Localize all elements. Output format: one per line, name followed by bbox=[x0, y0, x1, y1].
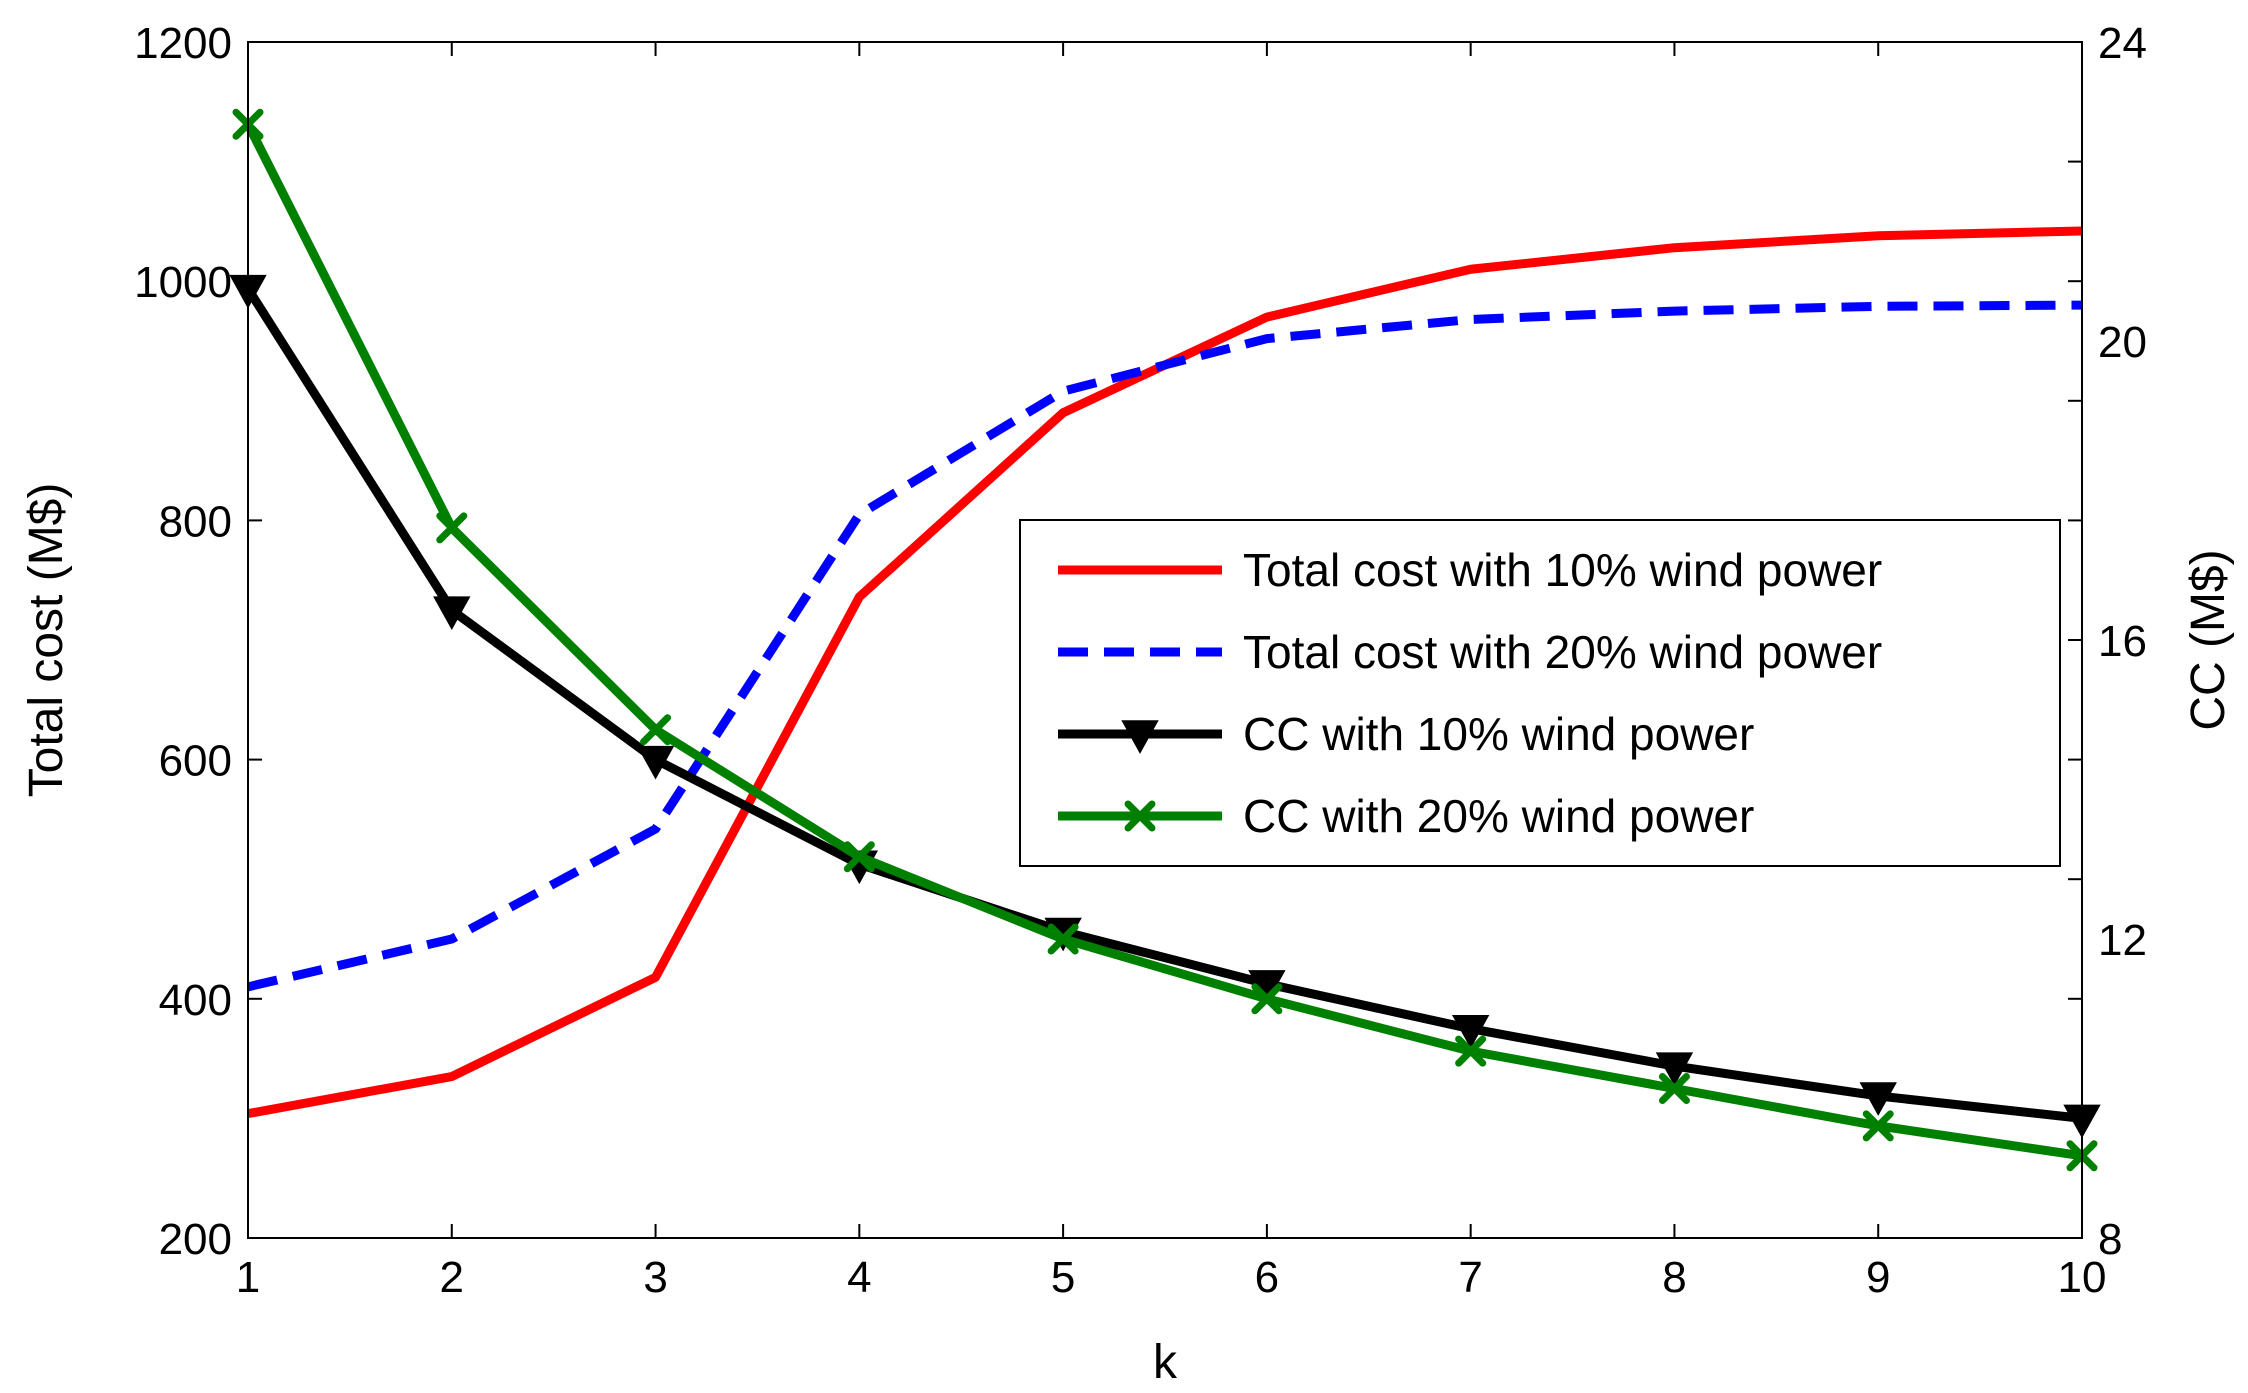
series-2-point bbox=[1655, 1052, 1694, 1086]
legend-label-cc-10: CC with 10% wind power bbox=[1243, 708, 1754, 760]
series-2-point bbox=[1859, 1082, 1897, 1116]
series-3-point bbox=[1047, 923, 1079, 955]
x-tick-label: 5 bbox=[1051, 1253, 1075, 1302]
series-line-1 bbox=[246, 300, 2083, 992]
legend-marker-3 bbox=[1124, 800, 1156, 832]
x-tick-label: 1 bbox=[236, 1253, 260, 1302]
y-tick-label: 800 bbox=[159, 497, 232, 546]
x-tick-label: 7 bbox=[1458, 1253, 1482, 1302]
series-3-point bbox=[843, 841, 875, 873]
y2-tick-label: 16 bbox=[2098, 617, 2147, 666]
x-tick-label: 10 bbox=[2058, 1253, 2107, 1302]
series-3-point bbox=[640, 714, 672, 746]
legend-label-total-cost-20: Total cost with 20% wind power bbox=[1243, 626, 1882, 678]
series-3-point bbox=[1658, 1073, 1690, 1104]
series-line-3 bbox=[243, 122, 2083, 1161]
y-tick-label: 200 bbox=[159, 1215, 232, 1264]
series-3-point bbox=[1455, 1035, 1487, 1067]
y2-tick-label: 12 bbox=[2098, 916, 2147, 965]
x-tick-label: 8 bbox=[1662, 1253, 1686, 1302]
series-2-point bbox=[1451, 1014, 1490, 1049]
legend: Total cost with 10% wind power Total cos… bbox=[1019, 519, 2061, 867]
series-2-point bbox=[433, 596, 471, 631]
x-tick-label: 3 bbox=[643, 1253, 667, 1302]
y-tick-label: 600 bbox=[159, 737, 232, 786]
series-3-point bbox=[1251, 983, 1283, 1015]
plot-frame bbox=[247, 41, 2083, 1239]
x-tick-label: 4 bbox=[847, 1253, 871, 1302]
x-tick-label: 2 bbox=[440, 1253, 464, 1302]
y-axis-title: Total cost (M$) bbox=[20, 483, 73, 798]
legend-label-total-cost-10: Total cost with 10% wind power bbox=[1243, 544, 1882, 596]
x-tick-label: 9 bbox=[1866, 1253, 1890, 1302]
x-tick-label: 6 bbox=[1255, 1253, 1279, 1302]
series-line-2 bbox=[244, 286, 2083, 1123]
series-2-point bbox=[636, 745, 675, 780]
y2-tick-label: 24 bbox=[2098, 19, 2147, 68]
y2-tick-label: 8 bbox=[2098, 1215, 2122, 1264]
y-tick-label: 1000 bbox=[134, 258, 232, 307]
y2-axis-title: CC (M$) bbox=[2182, 549, 2235, 730]
y2-tick-label: 20 bbox=[2098, 318, 2147, 367]
y-tick-label: 1200 bbox=[134, 19, 232, 68]
legend-label-cc-20: CC with 20% wind power bbox=[1243, 790, 1754, 842]
legend-box bbox=[1019, 519, 2061, 867]
legend-samples bbox=[1058, 565, 1222, 832]
series-3-point bbox=[1862, 1110, 1894, 1142]
series-3-point bbox=[436, 512, 468, 544]
legend-marker-2 bbox=[1121, 720, 1159, 754]
x-axis-title: k bbox=[1153, 1336, 1178, 1389]
y-tick-label: 400 bbox=[159, 976, 232, 1025]
